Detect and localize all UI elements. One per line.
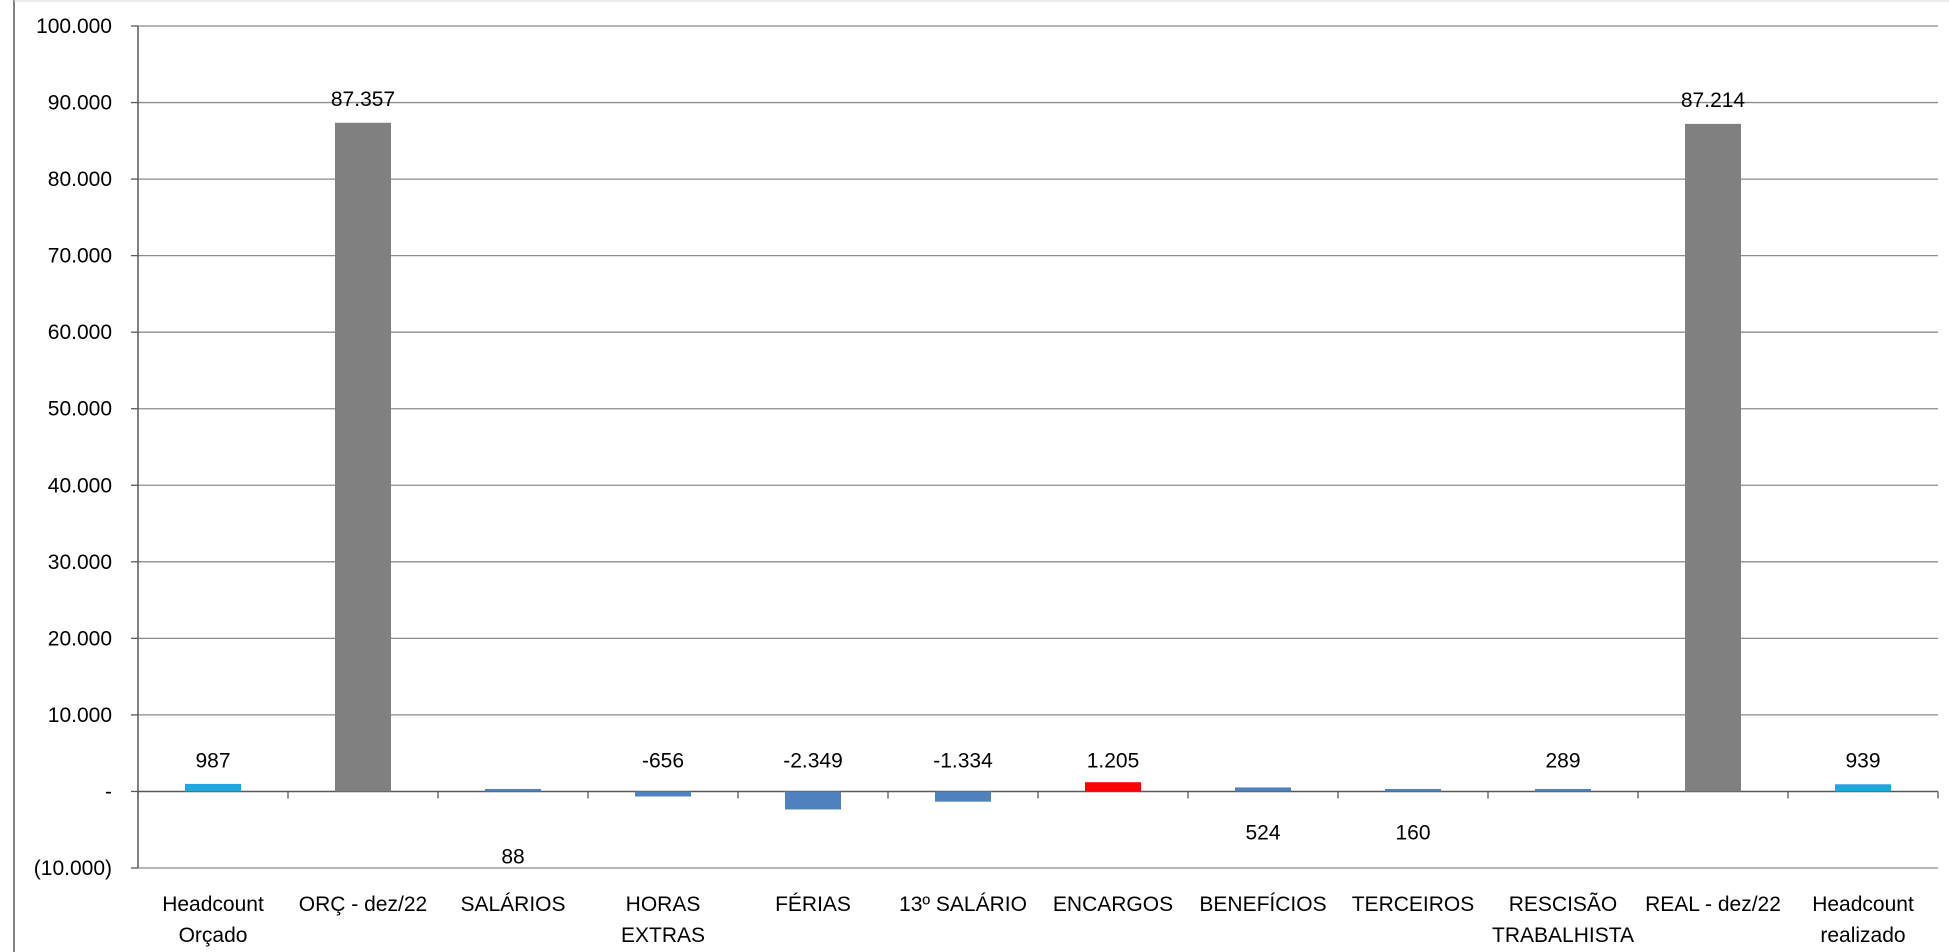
category-label: FÉRIAS	[775, 893, 851, 916]
bar	[1235, 787, 1291, 792]
labels: 987 Headcount Orçado 87.357 ORÇ - dez/22 88 SA…	[162, 88, 1914, 947]
category-label: realizado	[1820, 924, 1905, 947]
data-label: 88	[501, 845, 524, 868]
bar	[935, 791, 991, 802]
bar	[1535, 788, 1591, 792]
bar	[335, 122, 391, 792]
bar	[485, 788, 541, 792]
axes: 100.000 90.000 80.000 70.000 60.000 50.000 40.…	[13, 0, 1949, 952]
category-label: TRABALHISTA	[1492, 924, 1634, 947]
category-label: REAL - dez/22	[1645, 893, 1781, 916]
category-label: HORAS	[626, 893, 701, 916]
bar	[185, 783, 241, 792]
y-tick-label: (10.000)	[34, 857, 112, 880]
data-label: -656	[642, 749, 684, 772]
data-label: 939	[1845, 749, 1880, 772]
y-tick-label: 70.000	[48, 245, 112, 268]
data-label: 160	[1395, 821, 1430, 844]
data-label: -1.334	[933, 749, 993, 772]
data-label: -2.349	[783, 749, 843, 772]
data-label: 524	[1245, 821, 1280, 844]
category-label: Orçado	[179, 924, 248, 947]
y-tick-label: 100.000	[36, 15, 112, 38]
category-label: 13º SALÁRIO	[899, 893, 1027, 916]
y-tick-label: 20.000	[48, 627, 112, 650]
y-tick-label: 90.000	[48, 92, 112, 115]
data-label: 87.357	[331, 88, 395, 111]
bar	[1385, 788, 1441, 792]
bar	[1085, 782, 1141, 792]
y-tick-label: 40.000	[48, 474, 112, 497]
gridlines	[138, 25, 1938, 869]
bar	[1685, 123, 1741, 792]
y-tick-label: 30.000	[48, 551, 112, 574]
category-label: Headcount	[162, 893, 264, 916]
y-tick-label: 60.000	[48, 321, 112, 344]
data-label: 987	[195, 749, 230, 772]
y-tick-label: -	[105, 780, 112, 803]
data-label: 87.214	[1681, 89, 1746, 112]
category-label: ENCARGOS	[1053, 893, 1173, 916]
y-tick-label: 50.000	[48, 398, 112, 421]
y-tick-label: 10.000	[48, 704, 112, 727]
bar	[635, 791, 691, 797]
category-label: Headcount	[1812, 893, 1914, 916]
bars	[185, 122, 1891, 810]
category-label: TERCEIROS	[1352, 893, 1475, 916]
y-tick-label: 80.000	[48, 168, 112, 191]
category-label: BENEFÍCIOS	[1199, 893, 1326, 916]
data-label: 1.205	[1087, 749, 1140, 772]
bar	[785, 791, 841, 810]
bar	[1835, 784, 1891, 792]
category-label: SALÁRIOS	[460, 893, 565, 916]
category-label: EXTRAS	[621, 924, 705, 947]
data-label: 289	[1545, 749, 1580, 772]
category-label: ORÇ - dez/22	[299, 893, 427, 916]
category-label: RESCISÃO	[1509, 892, 1618, 916]
